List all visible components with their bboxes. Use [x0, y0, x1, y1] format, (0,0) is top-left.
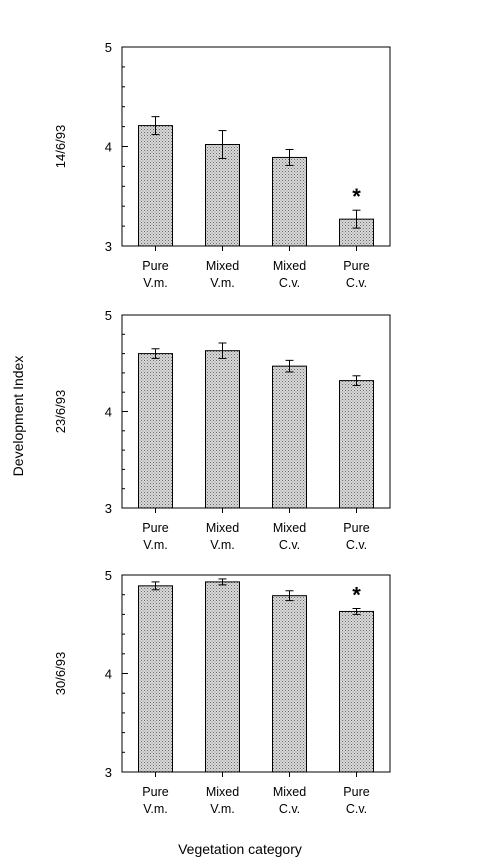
bar — [272, 365, 307, 509]
y-tick-label: 4 — [105, 667, 112, 682]
x-tick-label: V.m. — [143, 538, 168, 552]
y-tick-label: 5 — [105, 568, 112, 583]
figure-ylabel: Development Index — [10, 356, 26, 477]
y-tick-label: 3 — [105, 765, 112, 780]
significance-marker: * — [352, 582, 361, 607]
bar — [272, 595, 307, 773]
bar — [205, 581, 240, 773]
bar — [272, 156, 307, 247]
x-tick-label: Mixed — [273, 259, 306, 273]
panel-date-label: 14/6/93 — [53, 125, 68, 168]
x-tick-label: Pure — [343, 521, 369, 535]
x-tick-label: V.m. — [143, 276, 168, 290]
x-tick-label: C.v. — [279, 538, 300, 552]
x-tick-label: C.v. — [279, 276, 300, 290]
panel-3: 3 4 5 30/6/93 Pure V.m. Mixed V.m. Mixed C.v. * Pur… — [53, 568, 391, 816]
x-tick-label: C.v. — [346, 276, 367, 290]
x-tick-label: Mixed — [206, 259, 239, 273]
y-tick-label: 5 — [105, 308, 112, 323]
y-tick-label: 4 — [105, 140, 112, 155]
y-tick-label: 5 — [105, 40, 112, 55]
significance-marker: * — [352, 184, 361, 209]
x-tick-label: Mixed — [206, 785, 239, 799]
bar — [138, 585, 173, 773]
x-tick-label: Pure — [142, 521, 168, 535]
x-tick-label: C.v. — [346, 538, 367, 552]
x-tick-label: Pure — [142, 785, 168, 799]
x-tick-label: Mixed — [273, 785, 306, 799]
x-tick-label: Pure — [142, 259, 168, 273]
panel-date-label: 23/6/93 — [53, 390, 68, 433]
panel-1: 3 4 5 14/6/93 Pure V.m. Mixed V.m. Mixed C.v. * Pur… — [53, 40, 391, 290]
bar — [205, 350, 240, 509]
x-tick-label: C.v. — [279, 802, 300, 816]
bar — [138, 353, 173, 509]
x-tick-label: Pure — [343, 785, 369, 799]
bar — [205, 144, 240, 247]
bar — [138, 125, 173, 247]
x-tick-label: V.m. — [210, 538, 235, 552]
bar — [339, 380, 374, 509]
x-tick-label: V.m. — [143, 802, 168, 816]
panel-date-label: 30/6/93 — [53, 652, 68, 695]
figure-xlabel: Vegetation category — [178, 841, 302, 857]
x-tick-label: V.m. — [210, 276, 235, 290]
x-tick-label: V.m. — [210, 802, 235, 816]
x-tick-label: Mixed — [273, 521, 306, 535]
y-tick-label: 3 — [105, 239, 112, 254]
x-tick-label: Mixed — [206, 521, 239, 535]
panel-2: 3 4 5 23/6/93 Pure V.m. Mixed V.m. Mixed C.v. Pure… — [53, 308, 391, 552]
bar — [339, 610, 374, 773]
x-tick-label: Pure — [343, 259, 369, 273]
y-tick-label: 4 — [105, 405, 112, 420]
y-tick-label: 3 — [105, 501, 112, 516]
x-tick-label: C.v. — [346, 802, 367, 816]
